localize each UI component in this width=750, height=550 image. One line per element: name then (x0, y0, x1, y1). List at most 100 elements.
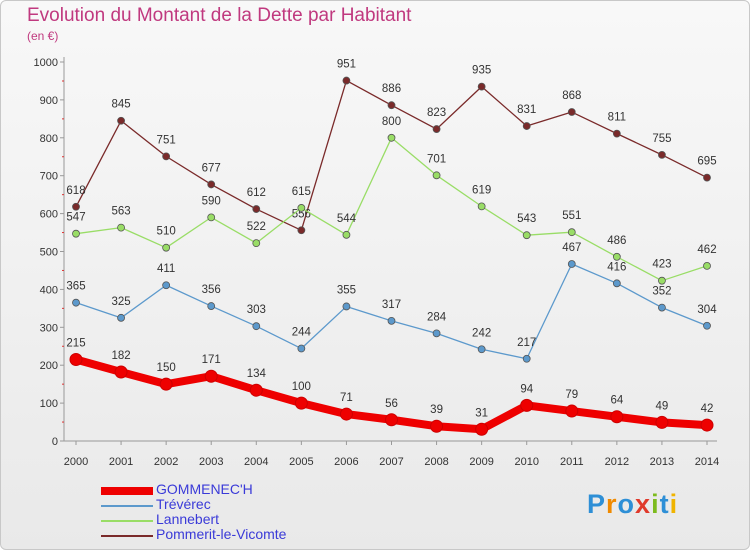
data-label: 510 (157, 226, 176, 238)
x-tick-label: 2006 (334, 456, 358, 468)
y-tick-label: 600 (40, 209, 58, 221)
data-label: 618 (66, 185, 85, 197)
data-label: 695 (697, 156, 716, 168)
data-label: 845 (111, 99, 130, 111)
logo-letter: i (651, 489, 660, 519)
data-point (477, 345, 486, 354)
data-label: 134 (247, 368, 267, 380)
data-label: 935 (472, 65, 491, 77)
x-tick-label: 2001 (109, 456, 133, 468)
data-point (162, 243, 171, 252)
legend-label: Trévérec (156, 496, 211, 512)
data-label: 303 (247, 304, 266, 316)
logo-letter: t (659, 489, 670, 519)
data-point (703, 262, 711, 270)
data-label: 242 (472, 327, 491, 339)
y-tick-label: 1000 (34, 57, 58, 69)
y-tick-label: 500 (40, 247, 58, 259)
data-point (700, 418, 714, 432)
data-point (385, 413, 398, 427)
x-tick-label: 2000 (64, 456, 88, 468)
y-tick-label: 200 (40, 360, 58, 372)
legend-swatch (101, 487, 153, 495)
data-label: 563 (111, 206, 130, 218)
data-point (252, 205, 261, 213)
data-label: 423 (652, 259, 671, 271)
legend-swatch (101, 535, 153, 537)
data-point (432, 329, 441, 338)
data-point (297, 204, 306, 212)
x-tick-label: 2011 (560, 456, 584, 468)
data-label: 751 (157, 134, 176, 146)
data-point (117, 313, 125, 322)
x-tick-label: 2009 (469, 456, 493, 468)
x-tick-label: 2014 (695, 456, 719, 468)
data-point (204, 369, 218, 383)
data-label: 543 (517, 213, 536, 225)
data-point (610, 410, 624, 424)
data-point (339, 407, 353, 421)
y-tick-label: 900 (40, 95, 58, 107)
data-label: 42 (701, 403, 714, 415)
data-point (207, 302, 216, 310)
data-point (252, 322, 261, 331)
data-point (342, 230, 351, 239)
data-label: 800 (382, 116, 401, 128)
y-tick-label: 100 (40, 398, 58, 410)
line-chart: 0 100 200 300 400 500 600 700 800 900 1000 2000 2001… (34, 57, 719, 468)
x-tick-label: 2005 (289, 456, 313, 468)
data-point (114, 365, 128, 379)
data-label: 56 (385, 398, 398, 410)
proxiti-logo: Proxiti (587, 489, 678, 520)
data-label: 811 (608, 112, 626, 124)
data-label: 467 (562, 242, 581, 254)
data-label: 171 (202, 354, 221, 366)
data-point (249, 383, 263, 397)
data-point (72, 229, 80, 238)
x-tick-label: 2004 (244, 456, 268, 468)
data-point (522, 231, 531, 240)
series-line (75, 263, 708, 360)
data-point (520, 398, 534, 412)
data-label: 831 (517, 104, 536, 116)
data-label: 544 (337, 213, 357, 225)
data-point (342, 76, 351, 85)
data-label: 522 (247, 221, 266, 233)
data-point (658, 150, 666, 159)
data-label: 79 (565, 389, 578, 401)
data-label: 217 (517, 337, 536, 349)
data-point (658, 303, 666, 312)
x-tick-label: 2013 (650, 456, 674, 468)
data-point (72, 202, 80, 211)
data-label: 284 (427, 311, 447, 323)
data-label: 951 (337, 59, 356, 71)
data-point (430, 419, 444, 433)
data-point (703, 173, 711, 182)
data-label: 94 (520, 383, 533, 395)
data-label: 823 (427, 107, 446, 119)
data-label: 317 (382, 299, 401, 311)
y-tick-label: 300 (40, 322, 58, 334)
data-label: 182 (111, 350, 130, 362)
data-label: 612 (247, 187, 266, 199)
data-point (117, 223, 125, 232)
y-tick-label: 0 (52, 436, 58, 448)
data-label: 325 (111, 296, 130, 308)
data-point (297, 226, 306, 235)
data-label: 215 (66, 338, 85, 350)
data-label: 304 (697, 304, 717, 316)
data-label: 615 (292, 186, 311, 198)
data-label: 416 (607, 261, 626, 273)
data-point (387, 133, 396, 142)
data-point (207, 213, 216, 222)
data-label: 64 (610, 395, 623, 407)
data-point (387, 316, 396, 325)
data-point (655, 415, 669, 429)
data-label: 365 (66, 281, 85, 293)
data-point (72, 298, 80, 307)
data-label: 356 (202, 284, 221, 296)
data-label: 355 (337, 284, 356, 296)
data-label: 150 (157, 362, 176, 374)
legend-swatch (101, 505, 153, 507)
legend-swatch (101, 520, 153, 522)
